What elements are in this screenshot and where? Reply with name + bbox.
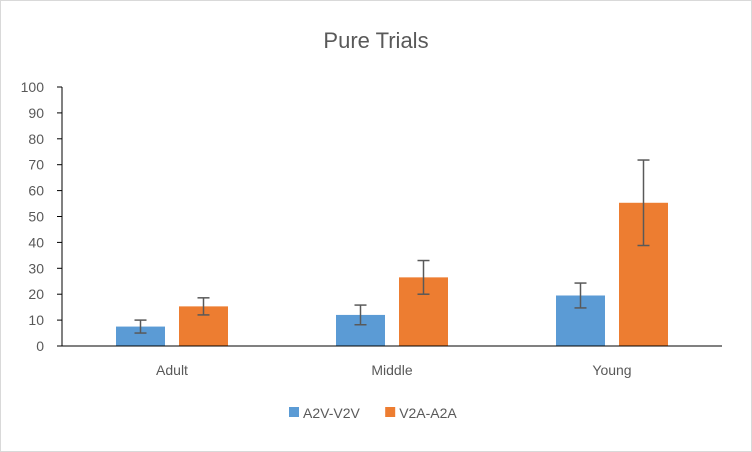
y-tick-label: 10 (28, 312, 44, 328)
bars (116, 202, 668, 346)
category-labels: Adult Middle Young (156, 362, 632, 378)
y-tick-label: 50 (28, 209, 44, 225)
y-tick-label: 70 (28, 157, 44, 173)
axes (61, 87, 722, 347)
x-category-label: Young (592, 362, 631, 378)
y-tick-label: 100 (21, 79, 45, 95)
bar-a2v-v2v-adult (116, 326, 165, 346)
legend-label: A2V-V2V (303, 405, 360, 421)
legend-label: V2A-A2A (399, 405, 457, 421)
legend-swatch (289, 407, 299, 417)
chart-title: Pure Trials (323, 28, 428, 53)
y-tick-label: 90 (28, 105, 44, 121)
y-tick-label: 80 (28, 131, 44, 147)
y-tick-label: 60 (28, 183, 44, 199)
error-bars (134, 159, 650, 334)
y-tick-label: 30 (28, 260, 44, 276)
y-tick-label: 20 (28, 286, 44, 302)
x-category-label: Adult (156, 362, 188, 378)
x-category-label: Middle (371, 362, 412, 378)
y-tick-label: 0 (36, 338, 44, 354)
legend: A2V-V2V V2A-A2A (289, 405, 457, 421)
y-axis-ticks: 0 10 20 30 40 50 60 70 80 90 100 (21, 79, 62, 354)
legend-swatch (385, 407, 396, 417)
y-tick-label: 40 (28, 234, 44, 250)
